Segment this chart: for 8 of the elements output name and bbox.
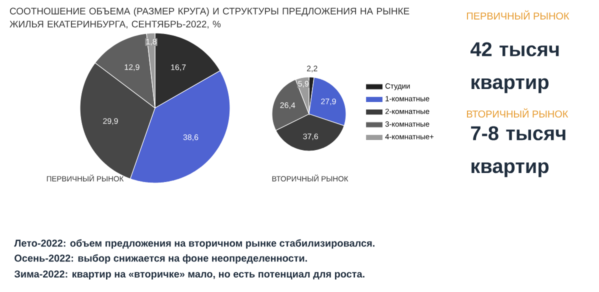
chart-title: СООТНОШЕНИЕ ОБЪЕМА (РАЗМЕР КРУГА) И СТРУКТУРЫ ПРЕДЛОЖЕНИЯ НА РЫНКЕ ЖИЛЬЯ ЕКАТЕРИНБУРГА, СЕНТЯБРЬ-2022, % <box>10 8 410 29</box>
text: Лето-2022: объем предложения на вторичном рынке стабилизировался. <box>14 239 374 249</box>
text: ВТОРИЧНЫЙ РЫНОК <box>467 108 568 118</box>
text: Осень-2022: выбор снижается на фоне неопределенности. <box>14 254 307 264</box>
text: 7-8 тысяч квартир <box>471 126 566 178</box>
text: Зима-2022: квартир на «вторичке» мало, но есть потенциал для роста. <box>14 270 364 280</box>
text: 42 тысяч квартир <box>470 42 559 94</box>
text: ПЕРВИЧНЫЙ РЫНОК <box>467 10 570 20</box>
